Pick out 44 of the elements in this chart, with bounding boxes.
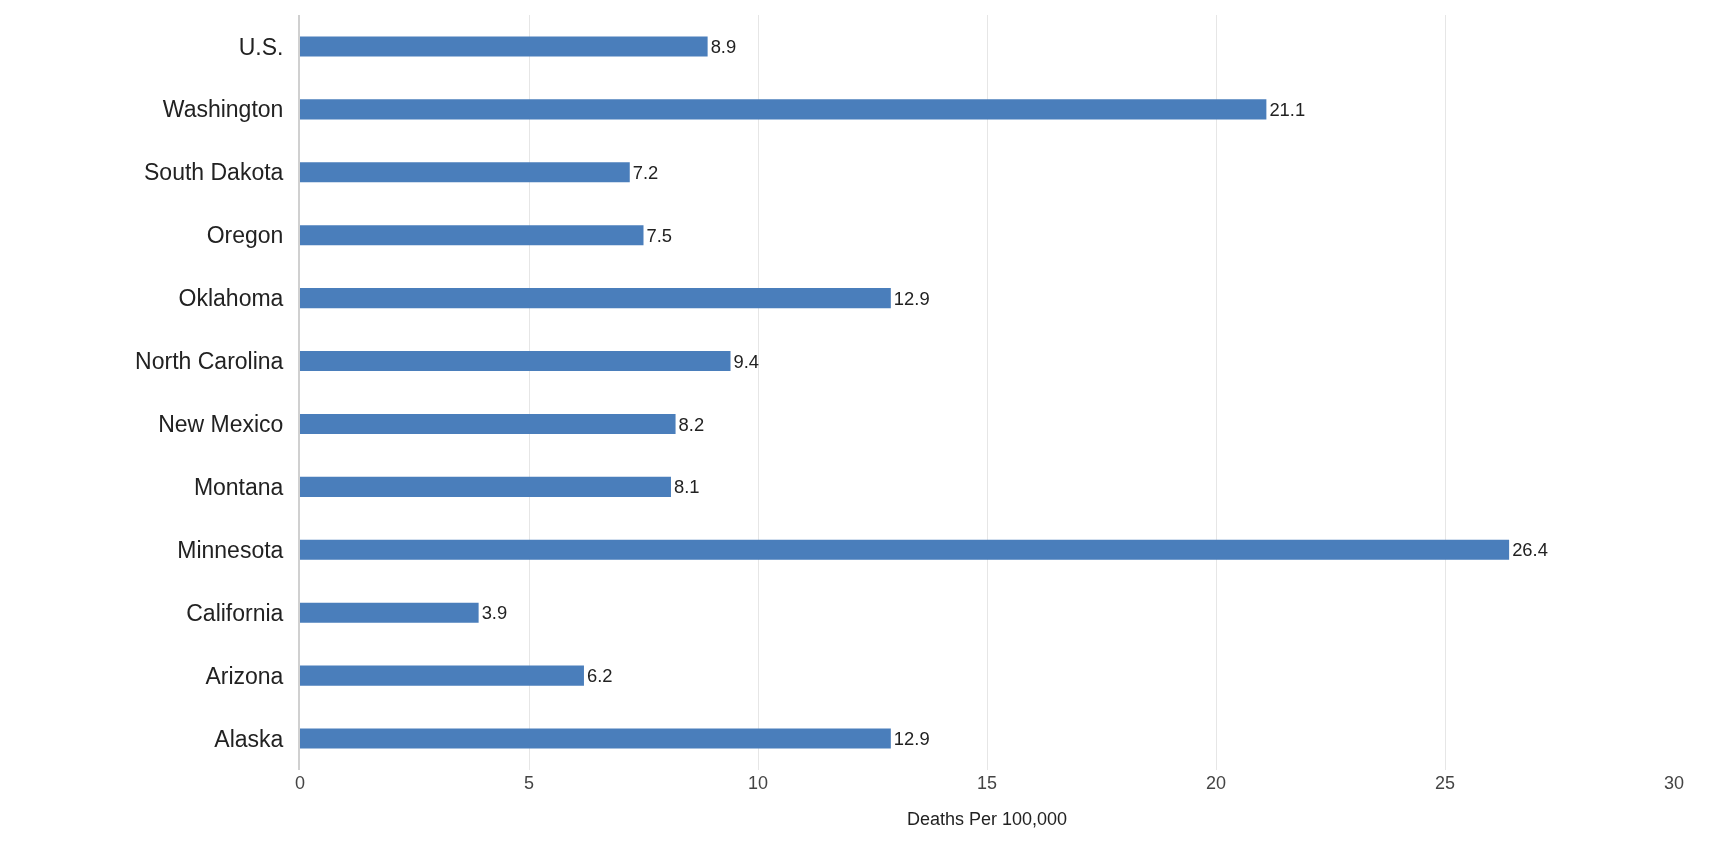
y-tick-label: U.S. (238, 33, 284, 60)
y-tick-label: North Carolina (135, 348, 284, 375)
data-label: 21.1 (1269, 98, 1306, 120)
data-label: 7.5 (646, 224, 673, 246)
bar (300, 602, 479, 623)
x-tick-label: 15 (976, 773, 998, 793)
x-tick-label: 20 (1205, 773, 1227, 793)
y-tick-label: Washington (162, 96, 284, 123)
data-label: 7.2 (632, 161, 659, 183)
bar (300, 225, 644, 246)
data-label: 12.9 (893, 728, 930, 750)
x-axis-title: Deaths Per 100,000 (906, 809, 1068, 830)
y-tick-label: South Dakota (144, 159, 284, 186)
y-tick-label: California (186, 599, 284, 626)
data-label: 6.2 (586, 665, 613, 687)
data-label: 26.4 (1512, 539, 1548, 561)
y-tick-label: Arizona (205, 662, 284, 689)
data-label: 12.9 (893, 287, 930, 309)
bar (300, 350, 731, 372)
x-tick-label: 5 (523, 773, 535, 793)
x-tick-label: 10 (747, 773, 769, 793)
data-label: 8.2 (678, 413, 705, 435)
y-tick-label: Oregon (206, 222, 284, 249)
bar (300, 99, 1267, 120)
x-tick-label: 0 (294, 773, 306, 793)
bar (300, 665, 584, 686)
x-tick-label: 25 (1434, 773, 1456, 793)
y-tick-label: New Mexico (158, 411, 284, 438)
y-tick-label: Oklahoma (178, 285, 284, 312)
data-label: 3.9 (481, 602, 508, 624)
bar (300, 476, 671, 497)
x-tick-label: 30 (1663, 773, 1685, 793)
y-tick-label: Minnesota (177, 536, 284, 563)
y-tick-label: Montana (193, 473, 284, 500)
bar (300, 288, 891, 309)
data-label: 9.4 (733, 350, 760, 372)
bar (300, 413, 676, 435)
bar (300, 162, 630, 183)
bar (300, 36, 708, 57)
data-label: 8.1 (673, 476, 700, 498)
bar (300, 728, 891, 749)
bar (300, 539, 1510, 560)
data-label: 8.9 (710, 36, 737, 58)
y-tick-label: Alaska (214, 725, 284, 752)
